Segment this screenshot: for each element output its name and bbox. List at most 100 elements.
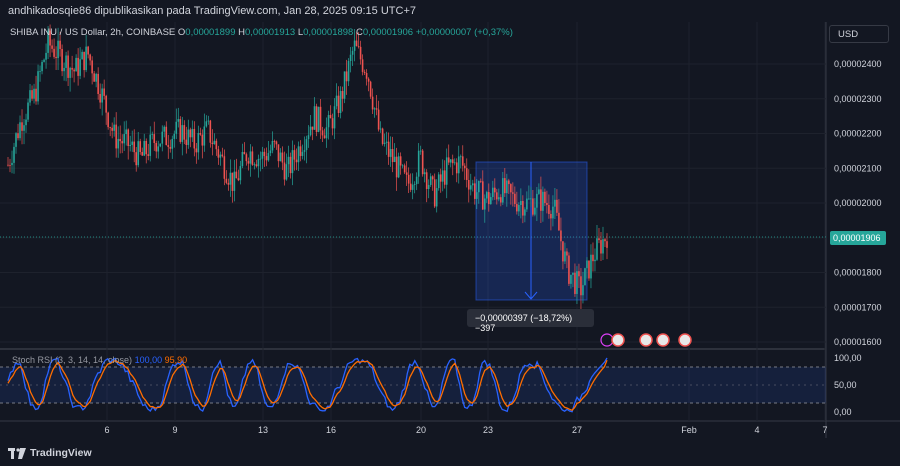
price-tick: 0,00002400 xyxy=(834,59,882,69)
us-flag-icon[interactable] xyxy=(611,333,625,347)
candle-body xyxy=(399,156,402,166)
candle-body xyxy=(459,156,462,158)
open-value: 0,00001899 xyxy=(185,27,236,38)
candle-body xyxy=(229,172,232,185)
currency-button[interactable]: USD xyxy=(829,25,889,43)
candle-body xyxy=(337,95,340,114)
candle-body xyxy=(115,124,117,149)
candle-body xyxy=(351,50,354,55)
candle-body xyxy=(471,183,474,186)
candle-body xyxy=(309,126,312,136)
candle-body xyxy=(548,204,550,214)
candle-body xyxy=(9,165,11,166)
candle-body xyxy=(165,126,168,146)
symbol-legend[interactable]: SHIBA INU / US Dollar, 2h, COINBASE O0,0… xyxy=(10,27,513,38)
candle-body xyxy=(245,154,248,162)
candle-body xyxy=(319,106,322,131)
split-event-icon[interactable] xyxy=(600,333,614,347)
candle-body xyxy=(117,138,119,149)
brand-name: TradingView xyxy=(30,447,92,459)
candle-body xyxy=(580,276,582,296)
candle-body xyxy=(373,108,376,110)
candle-body xyxy=(379,128,382,130)
candle-body xyxy=(101,88,103,103)
last-price-label: 0,00001906 xyxy=(830,231,886,245)
us-flag-icon[interactable] xyxy=(656,333,670,347)
candle-body xyxy=(167,145,170,148)
candle-body xyxy=(506,180,508,194)
candle-body xyxy=(397,156,400,178)
candle-body xyxy=(518,205,520,212)
candle-body xyxy=(417,150,420,177)
candle-body xyxy=(221,154,224,157)
candle-body xyxy=(65,55,67,68)
candle-body xyxy=(141,151,144,156)
candle-body xyxy=(443,170,446,185)
brand-footer[interactable]: TradingView xyxy=(8,447,92,459)
candle-body xyxy=(526,198,528,210)
candle-body xyxy=(59,40,61,49)
d-value: 95,90 xyxy=(164,355,188,365)
candle-body xyxy=(207,120,210,122)
candle-body xyxy=(151,134,154,135)
us-flag-icon[interactable] xyxy=(678,333,692,347)
stoch-k-line xyxy=(7,357,608,413)
time-tick: 27 xyxy=(572,425,582,435)
price-axis[interactable]: 0,00002400 0,00002300 0,00002200 0,00002100… xyxy=(834,59,882,347)
indicator-legend[interactable]: Stoch RSI (3, 3, 14, 14, close) 100,00 9… xyxy=(12,355,187,365)
candle-body xyxy=(588,260,590,279)
symbol-title: SHIBA INU / US Dollar, 2h, COINBASE xyxy=(10,27,176,38)
candle-body xyxy=(375,108,378,110)
candle-body xyxy=(83,51,85,71)
candle-body xyxy=(265,156,268,161)
candle-body xyxy=(127,129,130,147)
time-axis[interactable]: 6 9 13 16 20 23 27 Feb 4 7 xyxy=(104,425,827,435)
chart-canvas[interactable]: 0,00002400 0,00002300 0,00002200 0,00002100… xyxy=(0,22,900,466)
candle-body xyxy=(363,71,366,73)
candle-body xyxy=(590,254,592,279)
candle-body xyxy=(287,156,290,165)
candle-body xyxy=(355,40,358,46)
candle-body xyxy=(488,192,490,205)
candle-body xyxy=(475,192,478,199)
k-value: 100,00 xyxy=(134,355,163,365)
candle-body xyxy=(516,203,518,212)
candle-body xyxy=(19,122,21,139)
candle-body xyxy=(465,168,468,180)
candle-body xyxy=(447,157,450,163)
candle-body xyxy=(467,179,470,190)
candle-body xyxy=(77,57,79,76)
us-flag-icon[interactable] xyxy=(639,333,653,347)
candle-body xyxy=(461,156,464,166)
candle-body xyxy=(89,54,91,61)
candle-body xyxy=(103,88,105,96)
event-markers xyxy=(600,333,692,347)
candle-body xyxy=(243,151,246,155)
time-tick: 9 xyxy=(172,425,177,435)
candle-body xyxy=(574,272,576,294)
candle-body xyxy=(297,146,300,163)
candle-body xyxy=(582,285,584,296)
candle-body xyxy=(570,274,572,284)
candle-body xyxy=(99,93,101,103)
candle-body xyxy=(339,91,342,114)
candle-body xyxy=(594,259,596,262)
candle-body xyxy=(23,125,25,131)
candle-body xyxy=(385,141,388,143)
time-tick: 7 xyxy=(822,425,827,435)
candle-body xyxy=(275,141,278,145)
candle-body xyxy=(381,128,384,144)
stoch-axis[interactable]: 100,00 50,00 0,00 xyxy=(834,353,862,417)
candle-body xyxy=(602,239,604,254)
candle-body xyxy=(145,140,148,155)
candle-body xyxy=(187,129,190,145)
candle-body xyxy=(550,213,552,219)
candle-body xyxy=(359,46,362,60)
candle-body xyxy=(427,184,430,190)
candle-body xyxy=(191,128,194,138)
indicator-name: Stoch RSI (3, 3, 14, 14, close) xyxy=(12,355,133,365)
candle-body xyxy=(500,197,502,203)
candle-body xyxy=(271,141,274,151)
candle-body xyxy=(85,46,87,71)
candle-body xyxy=(225,178,228,183)
